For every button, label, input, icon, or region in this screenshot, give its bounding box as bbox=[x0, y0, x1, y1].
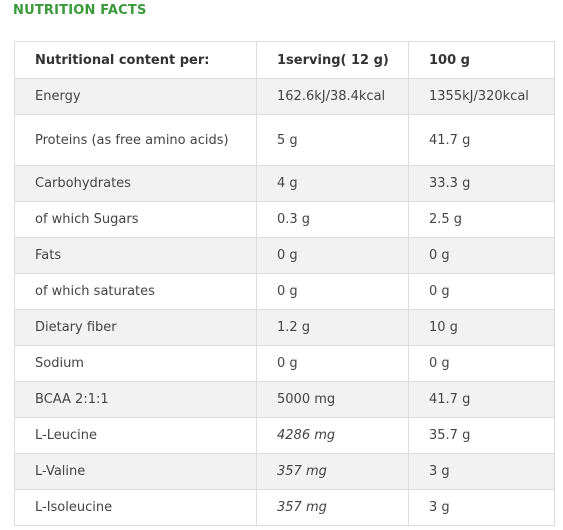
per-100g-value: 33.3 g bbox=[408, 165, 555, 202]
serving-value: 357 mg bbox=[256, 489, 409, 526]
page-title: NUTRITION FACTS bbox=[13, 3, 147, 18]
nutrient-name: Sodium bbox=[14, 345, 257, 382]
per-100g-value: 1355kJ/320kcal bbox=[408, 78, 555, 115]
column-header-nutrient: Nutritional content per: bbox=[14, 41, 257, 79]
per-100g-value: 10 g bbox=[408, 309, 555, 346]
per-100g-value: 0 g bbox=[408, 345, 555, 382]
serving-value: 4 g bbox=[256, 165, 409, 202]
nutrient-name: Energy bbox=[14, 78, 257, 115]
nutrition-table: Nutritional content per: 1serving( 12 g)… bbox=[14, 41, 555, 526]
nutrient-name: BCAA 2:1:1 bbox=[14, 381, 257, 418]
nutrient-name: Fats bbox=[14, 237, 257, 274]
per-100g-value: 41.7 g bbox=[408, 381, 555, 418]
per-100g-value: 41.7 g bbox=[408, 114, 555, 166]
table-row: L-Valine 357 mg 3 g bbox=[14, 453, 555, 490]
serving-value: 162.6kJ/38.4kcal bbox=[256, 78, 409, 115]
column-header-per-100g: 100 g bbox=[408, 41, 555, 79]
table-row: Carbohydrates 4 g 33.3 g bbox=[14, 165, 555, 202]
nutrient-name: L-Valine bbox=[14, 453, 257, 490]
per-100g-value: 0 g bbox=[408, 237, 555, 274]
serving-value: 0 g bbox=[256, 273, 409, 310]
table-row: of which Sugars 0.3 g 2.5 g bbox=[14, 201, 555, 238]
serving-value: 0 g bbox=[256, 345, 409, 382]
nutrient-name: Proteins (as free amino acids) bbox=[14, 114, 257, 166]
nutrient-name: Carbohydrates bbox=[14, 165, 257, 202]
per-100g-value: 0 g bbox=[408, 273, 555, 310]
nutrient-name: L-Isoleucine bbox=[14, 489, 257, 526]
table-row: Fats 0 g 0 g bbox=[14, 237, 555, 274]
table-header-row: Nutritional content per: 1serving( 12 g)… bbox=[14, 41, 555, 79]
nutrient-name: of which Sugars bbox=[14, 201, 257, 238]
table-row: of which saturates 0 g 0 g bbox=[14, 273, 555, 310]
per-100g-value: 3 g bbox=[408, 453, 555, 490]
table-row: BCAA 2:1:1 5000 mg 41.7 g bbox=[14, 381, 555, 418]
per-100g-value: 3 g bbox=[408, 489, 555, 526]
nutrient-name: of which saturates bbox=[14, 273, 257, 310]
serving-value: 4286 mg bbox=[256, 417, 409, 454]
serving-value: 357 mg bbox=[256, 453, 409, 490]
per-100g-value: 35.7 g bbox=[408, 417, 555, 454]
nutrient-name: Dietary fiber bbox=[14, 309, 257, 346]
serving-value: 0.3 g bbox=[256, 201, 409, 238]
table-row: Energy 162.6kJ/38.4kcal 1355kJ/320kcal bbox=[14, 78, 555, 115]
table-row: Sodium 0 g 0 g bbox=[14, 345, 555, 382]
table-row: Dietary fiber 1.2 g 10 g bbox=[14, 309, 555, 346]
serving-value: 5000 mg bbox=[256, 381, 409, 418]
nutrient-name: L-Leucine bbox=[14, 417, 257, 454]
serving-value: 5 g bbox=[256, 114, 409, 166]
table-row: L-Isoleucine 357 mg 3 g bbox=[14, 489, 555, 526]
serving-value: 0 g bbox=[256, 237, 409, 274]
serving-value: 1.2 g bbox=[256, 309, 409, 346]
per-100g-value: 2.5 g bbox=[408, 201, 555, 238]
table-row: L-Leucine 4286 mg 35.7 g bbox=[14, 417, 555, 454]
column-header-serving: 1serving( 12 g) bbox=[256, 41, 409, 79]
table-row: Proteins (as free amino acids) 5 g 41.7 … bbox=[14, 114, 555, 166]
